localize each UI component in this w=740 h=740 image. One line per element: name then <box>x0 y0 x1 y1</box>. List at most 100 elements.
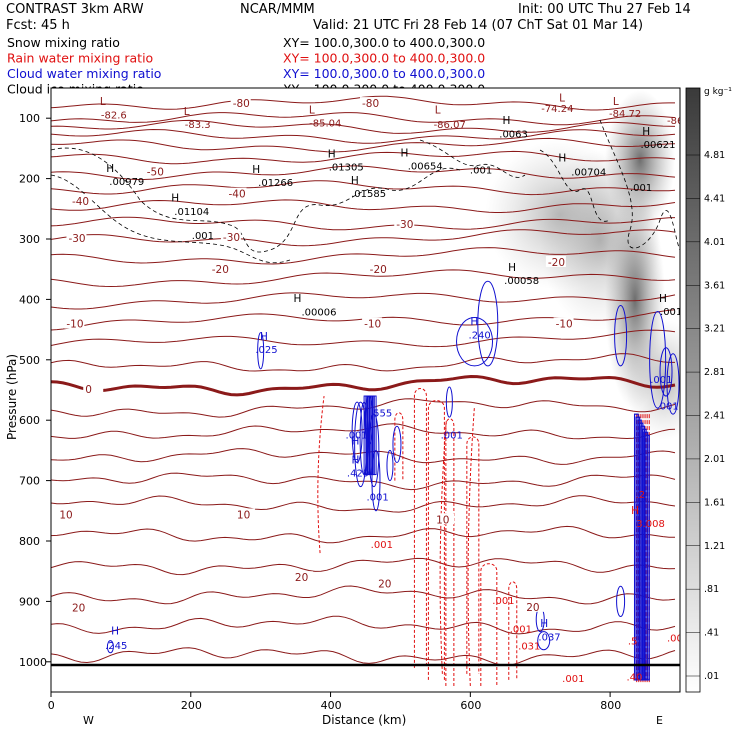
temperature-label: -80 <box>233 98 250 110</box>
temperature-contour <box>51 585 676 605</box>
temperature-contour <box>51 557 676 576</box>
colorbar-label: 4.41 <box>704 193 725 204</box>
extremum-value: -86.8 <box>667 116 693 127</box>
extremum-value: -83.3 <box>185 120 211 131</box>
contour-label-mask <box>220 231 241 243</box>
colorbar-ticks: 4.81 4.41 4.01 3.61 3.21 2.81 2.41 2.01 1.61 1.21… <box>686 150 725 682</box>
cloud-water-contour <box>445 386 453 418</box>
extremum-value: .00704 <box>571 167 606 178</box>
temperature-contour <box>51 165 676 181</box>
init-time: Init: 00 UTC Thu 27 Feb 14 <box>518 2 691 17</box>
contour-label-mask <box>524 600 545 612</box>
extremum-marker: L <box>435 104 441 116</box>
cloud-ice-contour <box>539 149 611 222</box>
contour-label-mask <box>66 231 87 243</box>
extremum-value: .00006 <box>301 307 336 318</box>
extremum-marker: H <box>659 293 667 305</box>
temperature-label: -10 <box>66 319 83 331</box>
temperature-contour <box>51 216 676 231</box>
contour-label-mask <box>394 217 415 229</box>
extremum-value: .025 <box>255 345 277 356</box>
cloud-water-contour <box>257 332 265 370</box>
colorbar-label: 2.01 <box>704 454 725 465</box>
x-tick-label: 0 <box>48 699 55 712</box>
contour-value-label: .001 <box>562 674 584 685</box>
contour-label-mask <box>362 317 383 329</box>
contour-label-mask <box>83 382 104 394</box>
temperature-label: -10 <box>556 319 573 331</box>
colorbar-ramp <box>685 87 701 693</box>
colorbar-label: 4.81 <box>704 150 725 161</box>
y-tick-label: 600 <box>19 414 40 427</box>
cloud-water-contours <box>106 280 680 681</box>
cloud-ice-contour <box>599 119 680 251</box>
colorbar-label: 3.21 <box>704 324 725 335</box>
extremum-value: -84.72 <box>609 109 641 120</box>
contour-label-mask <box>367 263 388 275</box>
contour-value-label: .001 <box>667 634 689 645</box>
contour-value-label: .001 <box>470 166 492 177</box>
west-label: W <box>83 714 94 727</box>
contour-label-mask <box>64 317 85 329</box>
cloud-water-contour <box>649 310 667 409</box>
temperature-label: -10 <box>364 319 381 331</box>
temperature-contour <box>51 647 676 666</box>
plot-frame <box>50 87 681 693</box>
temperature-contour <box>51 472 676 491</box>
temperature-label: 20 <box>378 578 391 590</box>
temperature-contour <box>51 353 675 372</box>
contour-label-mask <box>144 165 165 177</box>
model-title: CONTRAST 3km ARW <box>6 2 144 17</box>
contour-label-mask <box>553 317 574 329</box>
y-tick-label: 300 <box>19 233 40 246</box>
contour-value-label: .5 <box>628 637 638 648</box>
x-axis-label: Distance (km) <box>322 713 406 727</box>
contour-value-label: .001 <box>192 231 214 242</box>
colorbar-label: 1.21 <box>704 541 725 552</box>
rain-water-contour <box>466 436 480 674</box>
extremum-marker: H <box>631 505 639 517</box>
extremum-value: .240 <box>469 330 491 341</box>
contour-label-mask <box>376 577 397 589</box>
temperature-label: -20 <box>212 264 229 276</box>
colorbar: g kg⁻¹ 4.81 4.41 4.01 3.61 3.21 2.81 2.41 2.01 1… <box>685 87 732 693</box>
cloud-water-contour <box>456 317 494 367</box>
extremum-marker: H <box>642 126 650 138</box>
contour-value-label: .001 <box>510 625 532 636</box>
colorbar-label: 1.61 <box>704 497 725 508</box>
snow-core-upper <box>605 90 675 230</box>
colorbar-label: .01 <box>704 671 719 682</box>
temperature-label: 0 <box>85 384 92 396</box>
temperature-contour <box>51 423 676 440</box>
extremum-value: .0063 <box>499 129 528 140</box>
y-tick-label: 1000 <box>19 656 47 669</box>
colorbar-label: 2.81 <box>704 367 725 378</box>
colorbar-label: .81 <box>704 584 719 595</box>
colorbar-label: 4.01 <box>704 237 725 248</box>
organization: NCAR/MMM <box>240 2 315 17</box>
temperature-label: 10 <box>59 509 72 521</box>
temperature-label: 20 <box>526 602 539 614</box>
temperature-label: -80 <box>362 98 379 110</box>
temperature-contour <box>51 329 676 348</box>
contour-value-label: .001 <box>371 540 393 551</box>
cloud-core-contour <box>372 395 377 476</box>
contour-label-mask <box>545 255 566 267</box>
cloud-ice-contour <box>419 139 526 178</box>
rain-water-contour <box>413 388 427 668</box>
extremum-marker: H <box>558 153 566 165</box>
temperature-label: 10 <box>237 509 250 521</box>
temperature-label: -30 <box>223 232 240 244</box>
extremum-value: 3.008 <box>636 519 665 530</box>
rain-water-contour <box>394 412 404 481</box>
contour-label-mask <box>69 601 90 613</box>
y-tick-label: 900 <box>19 595 40 608</box>
extremum-marker: H <box>400 147 408 159</box>
temperature-label: -50 <box>147 166 164 178</box>
contour-value-label: .40 <box>626 672 642 683</box>
extremum-value: .037 <box>538 632 560 643</box>
temperature-label: -20 <box>548 257 565 269</box>
extremum-value: .429 <box>347 469 369 480</box>
contour-label-mask <box>230 97 251 109</box>
